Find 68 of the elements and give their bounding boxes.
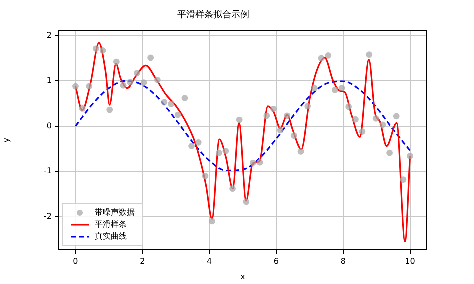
point (243, 198, 250, 206)
y-tick-label: 0 (46, 121, 52, 130)
point (277, 127, 284, 134)
point (284, 112, 291, 120)
y-tick-label: -1 (44, 166, 52, 176)
legend-label: 真实曲线 (95, 232, 127, 242)
x-axis-title: x (240, 272, 246, 282)
point (236, 116, 243, 124)
point (93, 46, 100, 52)
point (407, 153, 414, 160)
point (134, 70, 140, 77)
point (188, 143, 195, 150)
x-tick-label: 4 (207, 256, 212, 266)
point (113, 58, 120, 66)
x-tick-label: 2 (140, 256, 146, 266)
x-tick-label: 10 (405, 256, 416, 266)
point (168, 100, 175, 108)
legend-label: 带噪声数据 (95, 208, 135, 218)
point (195, 139, 202, 146)
y-tick-label: -2 (44, 212, 52, 222)
point (304, 103, 312, 110)
y-axis-title: y (2, 138, 11, 143)
point (291, 132, 298, 140)
point (72, 83, 79, 90)
y-tick-label: 1 (46, 76, 52, 86)
x-tick-label: 8 (340, 256, 346, 266)
point (106, 106, 114, 114)
point (202, 172, 209, 180)
point (311, 85, 318, 92)
point (372, 115, 380, 122)
point (270, 106, 277, 112)
point (318, 55, 325, 62)
point (182, 95, 188, 102)
point (264, 112, 270, 120)
point (140, 80, 148, 86)
point (100, 48, 106, 54)
point (216, 150, 222, 156)
y-tick-label: 2 (46, 30, 52, 40)
point (256, 159, 264, 166)
point (386, 150, 393, 156)
point (161, 99, 168, 106)
point (250, 160, 256, 166)
point (230, 186, 236, 192)
point (154, 76, 161, 84)
point (359, 128, 366, 135)
point (380, 122, 386, 128)
point (298, 148, 304, 155)
point (366, 52, 373, 58)
point (148, 54, 154, 62)
point (400, 176, 407, 183)
point (338, 85, 346, 92)
point (352, 116, 359, 123)
point (332, 86, 338, 94)
point (346, 104, 352, 110)
x-tick-label: 6 (274, 256, 279, 266)
point (222, 148, 230, 154)
point (174, 112, 182, 118)
point (79, 106, 86, 112)
point (127, 79, 134, 86)
point (325, 52, 332, 59)
point (393, 113, 400, 120)
legend-label: 平滑样条 (95, 220, 127, 230)
x-tick-label: 0 (73, 256, 78, 266)
chart-title: 平滑样条拟合示例 (178, 10, 250, 21)
point (120, 82, 127, 89)
point (209, 218, 216, 225)
point (86, 83, 93, 90)
line-series (74, 80, 412, 172)
